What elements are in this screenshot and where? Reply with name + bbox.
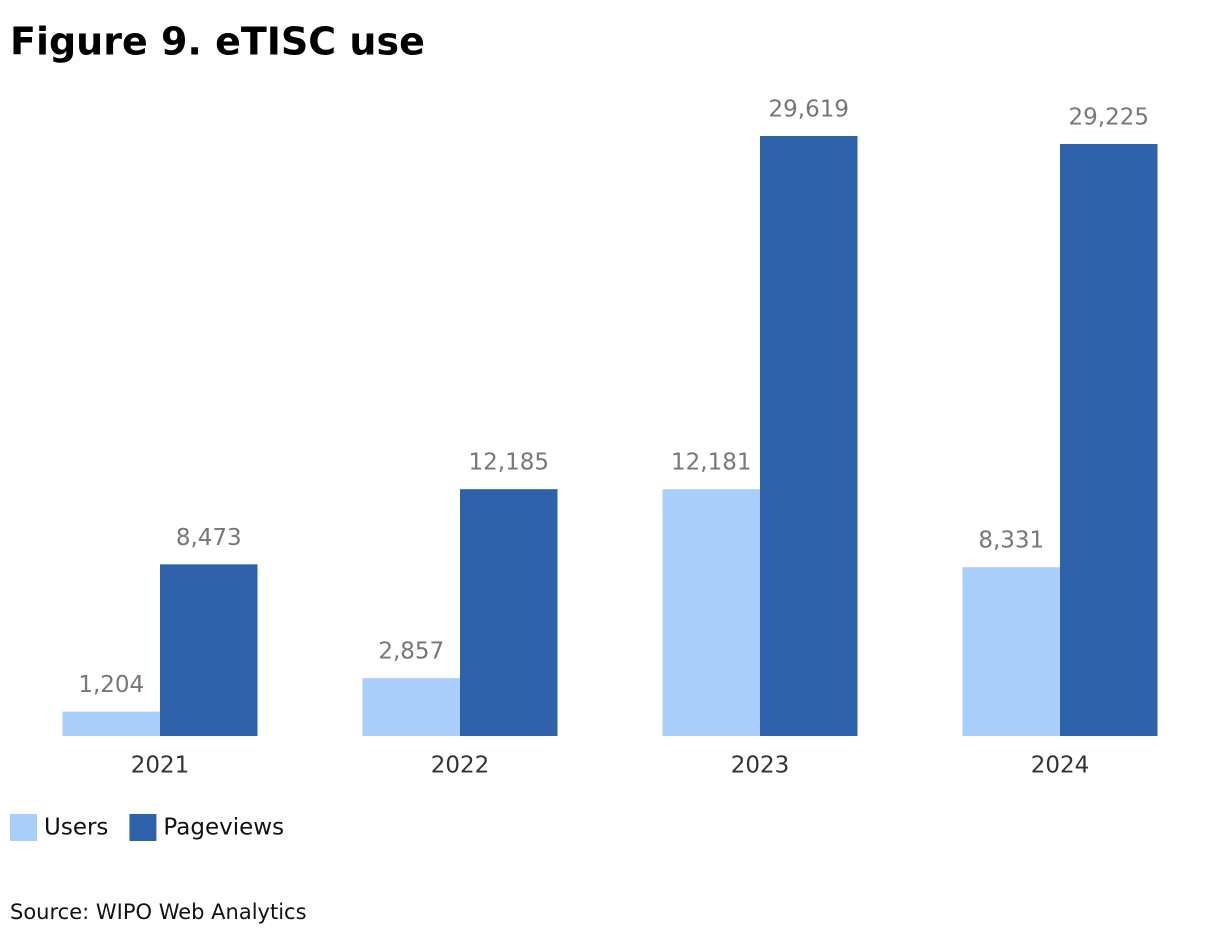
value-label: 2,857 — [378, 639, 444, 665]
bar — [1060, 143, 1158, 736]
value-label: 1,204 — [78, 672, 144, 698]
legend-label: Pageviews — [163, 815, 284, 841]
x-tick-label: 2022 — [431, 753, 490, 779]
legend-swatch — [10, 814, 37, 841]
bar — [160, 564, 258, 736]
value-label: 12,185 — [469, 450, 549, 476]
x-tick-label: 2024 — [1031, 753, 1090, 779]
chart-title: Figure 9. eTISC use — [10, 20, 425, 64]
bar — [362, 678, 460, 736]
value-label: 29,225 — [1069, 104, 1149, 130]
value-label: 8,473 — [176, 525, 242, 551]
source-note: Source: WIPO Web Analytics — [10, 900, 307, 924]
x-tick-label: 2023 — [731, 753, 790, 779]
value-label: 29,619 — [769, 97, 849, 123]
bar — [962, 567, 1060, 736]
value-label: 8,331 — [978, 528, 1044, 554]
x-tick-label: 2021 — [131, 753, 190, 779]
value-label: 12,181 — [671, 450, 751, 476]
bar — [460, 489, 558, 736]
bar — [760, 136, 858, 736]
legend-swatch — [129, 814, 157, 841]
bar — [662, 489, 760, 736]
legend-label: Users — [44, 815, 108, 841]
bar — [62, 711, 160, 736]
